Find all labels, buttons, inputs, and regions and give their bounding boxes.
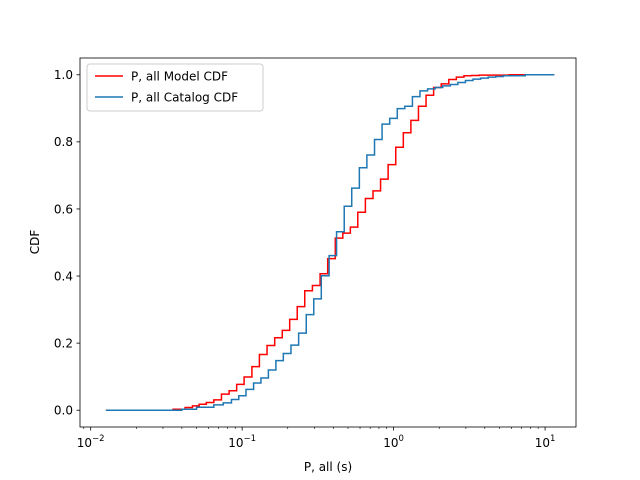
y-tick-label: 0.2 <box>54 336 73 350</box>
x-axis-label: P, all (s) <box>304 460 352 474</box>
legend-box <box>86 63 264 112</box>
series-line-1 <box>105 74 555 411</box>
y-tick-label: 0.0 <box>54 404 73 418</box>
y-tick-label: 0.6 <box>54 202 73 216</box>
plot-area <box>80 58 576 427</box>
x-tick-label: 10−1 <box>228 434 256 450</box>
legend-label-1: P, all Catalog CDF <box>131 90 238 104</box>
x-axis: 10−2 10−1 100 101 <box>77 427 556 450</box>
legend: P, all Model CDF P, all Catalog CDF <box>86 63 264 112</box>
x-tick-label: 10−2 <box>77 434 105 450</box>
y-axis-label: CDF <box>28 230 42 255</box>
legend-label-0: P, all Model CDF <box>131 69 228 83</box>
y-tick-label: 0.4 <box>54 269 73 283</box>
plot-frame <box>79 57 577 428</box>
y-tick-label: 0.8 <box>54 135 73 149</box>
y-tick-label: 1.0 <box>54 68 73 82</box>
y-axis: 0.0 0.2 0.4 0.6 0.8 1.0 <box>54 68 80 418</box>
x-tick-label: 100 <box>383 434 404 450</box>
series-layer <box>105 74 555 411</box>
x-tick-label: 101 <box>535 434 556 450</box>
